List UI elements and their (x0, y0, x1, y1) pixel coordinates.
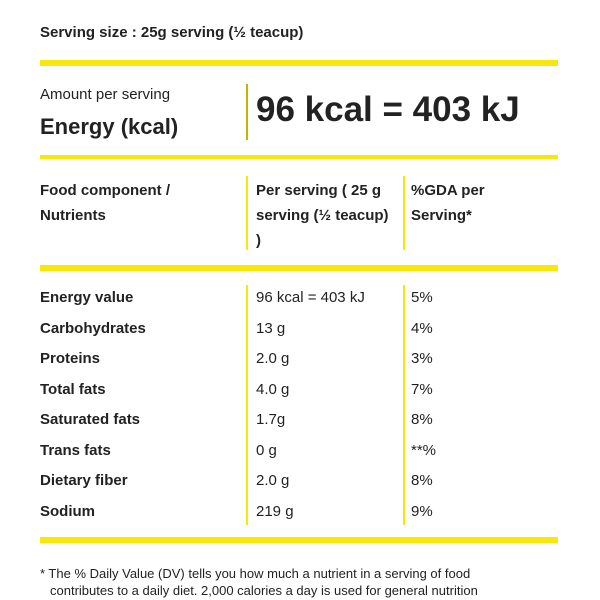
column-divider (246, 285, 248, 525)
per-serving: 219 g (256, 502, 294, 520)
nutrient-name: Carbohydrates (40, 319, 146, 337)
nutrient-name: Total fats (40, 380, 106, 398)
serving-size: Serving size : 25g serving (½ teacup) (40, 24, 304, 41)
header-cell: Food component / Nutrients (40, 182, 170, 224)
energy-divider (246, 84, 248, 140)
gda-percent: 4% (411, 319, 433, 337)
nutrient-name: Saturated fats (40, 411, 141, 428)
per-serving: 2.0 g (256, 472, 290, 489)
nutrient-name: Dietary fiber (40, 472, 128, 489)
per-serving: 96 kcal = 403 kJ (256, 289, 365, 306)
gda-percent: 8% (411, 411, 433, 428)
per-serving: 4.0 g (256, 380, 290, 398)
per-serving: 0 g (256, 441, 277, 459)
gda-percent: 3% (411, 350, 433, 367)
footnote-line: contributes to a daily diet. 2,000 calor… (50, 583, 478, 598)
column-divider (403, 176, 405, 250)
footnote-line: * The % Daily Value (DV) tells you how m… (40, 566, 471, 581)
column-divider (246, 176, 248, 250)
nutrient-name: Proteins (40, 350, 101, 367)
nutrient-name: Energy value (40, 289, 134, 306)
column-divider (403, 285, 405, 525)
gda-percent: 8% (411, 472, 433, 489)
divider (40, 537, 558, 543)
nutrient-name: Trans fats (40, 441, 111, 459)
gda-percent: 7% (411, 380, 433, 398)
gda-percent: **% (411, 441, 437, 459)
header-cell: %GDA per Serving* (411, 182, 485, 224)
nutrient-name: Sodium (40, 502, 95, 520)
per-serving: 13 g (256, 319, 286, 337)
header-cell: Per serving ( 25 g serving (½ teacup) ) (256, 182, 389, 249)
divider (40, 60, 558, 66)
gda-percent: 5% (411, 289, 433, 306)
per-serving: 1.7g (256, 411, 286, 428)
per-serving: 2.0 g (256, 350, 290, 367)
energy-value: 96 kcal = 403 kJ (256, 90, 520, 129)
energy-label: Energy (kcal) (40, 114, 179, 139)
divider (40, 155, 558, 159)
amount-label: Amount per serving (40, 86, 171, 103)
divider (40, 265, 558, 271)
gda-percent: 9% (411, 502, 433, 520)
